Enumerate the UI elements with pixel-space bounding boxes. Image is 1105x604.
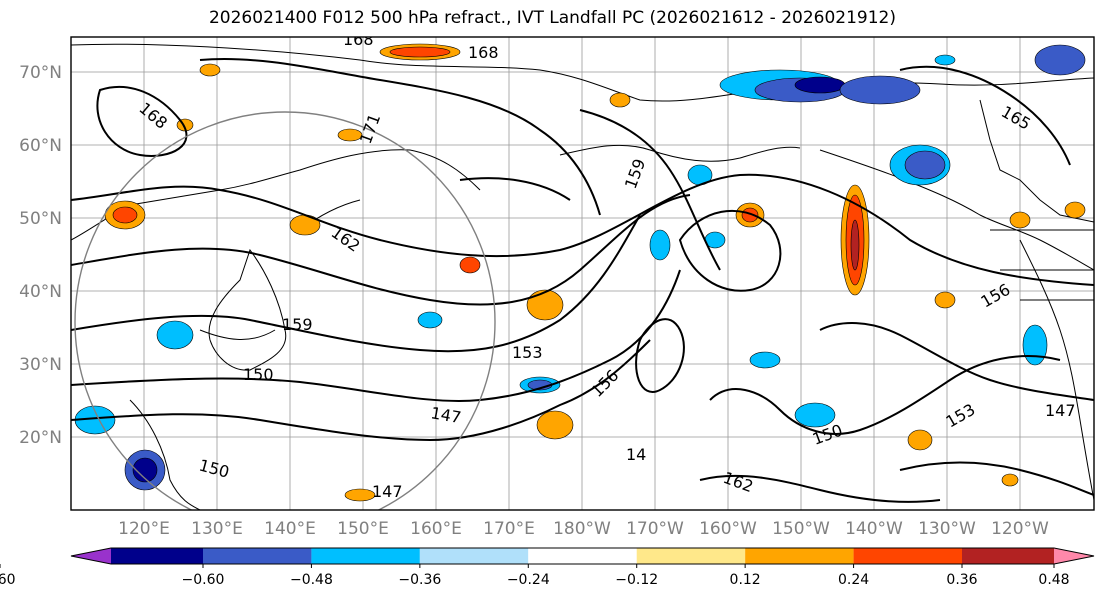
lon-tick-label: 170°W: [626, 519, 684, 539]
lon-tick-label: 160°W: [699, 519, 757, 539]
map-frame: [70, 36, 1095, 511]
colorbar-segment: [419, 548, 529, 564]
contour-label: 168: [468, 43, 499, 62]
lon-tick-label: 170°E: [483, 519, 535, 539]
colorbar-segment: [528, 548, 637, 564]
lon-tick-label: 130°E: [191, 519, 243, 539]
colorbar-segment: [636, 548, 746, 564]
lon-tick-label: 120°E: [118, 519, 170, 539]
colorbar-segment: [203, 548, 312, 564]
lon-tick-label: 180°W: [553, 519, 611, 539]
colorbar-tick-label: 0.48: [1038, 572, 1069, 588]
colorbar-tick-label: −0.60: [182, 572, 225, 588]
colorbar-tick-label: 0.24: [838, 572, 869, 588]
longitude-ticks: 120°E 130°E 140°E 150°E 160°E 170°E 180°…: [118, 519, 1049, 539]
contour-label: 14: [626, 445, 646, 464]
colorbar-tick-label: −0.24: [507, 572, 550, 588]
contour-label: 168: [343, 30, 374, 49]
lon-tick-label: 160°E: [410, 519, 462, 539]
contour-label: 153: [512, 343, 543, 362]
colorbar-tick-label: −0.48: [290, 572, 333, 588]
colorbar: −0.60 −0.48 −0.36 −0.24 −0.12 0.12 0.24 0.36 0.4…: [0, 547, 1095, 588]
colorbar-tick-label: 0.36: [946, 572, 977, 588]
colorbar-extend-high: [1054, 548, 1094, 564]
lat-tick-label: 60°N: [19, 136, 62, 156]
colorbar-outline: [70, 547, 1095, 565]
colorbar-tick-label: 0.60: [0, 572, 16, 588]
landfall-radius-circle: [74, 111, 496, 510]
lon-tick-label: 140°E: [264, 519, 316, 539]
contour-label: 147: [1045, 401, 1076, 420]
contour-label: 147: [372, 482, 403, 501]
lat-tick-label: 30°N: [19, 355, 62, 375]
lat-tick-label: 50°N: [19, 209, 62, 229]
colorbar-tick-label: 0.12: [730, 572, 761, 588]
lat-tick-label: 70°N: [19, 63, 62, 83]
colorbar-segment: [111, 548, 203, 564]
lon-tick-label: 120°W: [991, 519, 1049, 539]
latitude-ticks: 70°N 60°N 50°N 40°N 30°N 20°N: [19, 63, 62, 448]
lat-tick-label: 20°N: [19, 428, 62, 448]
contour-lines: [71, 58, 1094, 503]
lat-tick-label: 40°N: [19, 282, 62, 302]
colorbar-segment: [745, 548, 854, 564]
contour-label: 150: [243, 365, 274, 384]
colorbar-tick-label: −0.12: [615, 572, 658, 588]
map-background: [71, 37, 1094, 510]
lon-tick-label: 150°E: [337, 519, 389, 539]
colorbar-segment: [311, 548, 420, 564]
colorbar-segment: [962, 548, 1054, 564]
colorbar-extend-low: [71, 548, 111, 564]
lon-tick-label: 130°W: [918, 519, 976, 539]
gridlines: [71, 37, 1094, 510]
colorbar-tick-label: −0.36: [398, 572, 441, 588]
shading-fields: [74, 43, 1086, 502]
lon-tick-label: 140°W: [845, 519, 903, 539]
contour-label: 159: [282, 315, 313, 334]
map-title: 2026021400 F012 500 hPa refract., IVT La…: [208, 8, 896, 28]
colorbar-segment: [853, 548, 962, 564]
lon-tick-label: 150°W: [772, 519, 830, 539]
